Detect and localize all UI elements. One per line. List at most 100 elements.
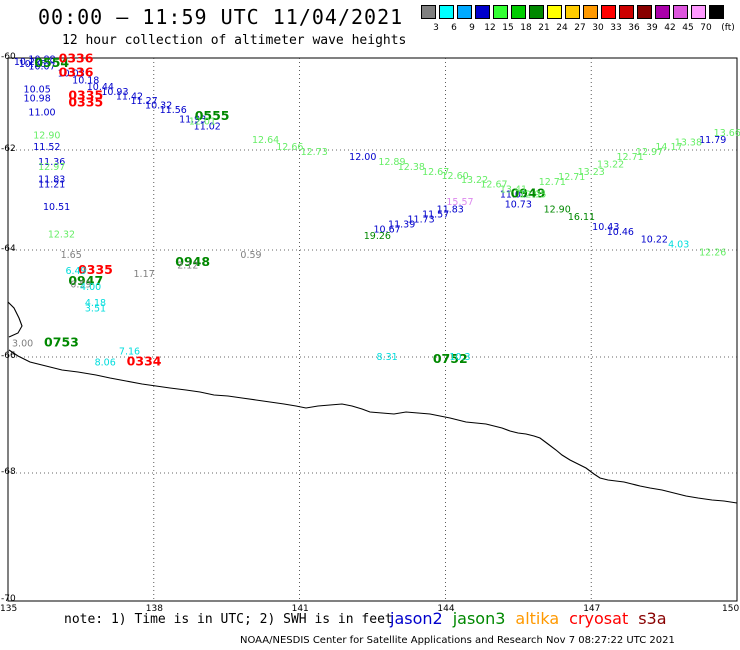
wave-height-label: 12.60 xyxy=(442,171,469,182)
color-scale-label: 30 xyxy=(592,23,604,33)
wave-height-label: 10.46 xyxy=(607,227,634,238)
color-swatch xyxy=(475,5,490,19)
wave-height-label: 8.06 xyxy=(95,358,116,369)
wave-height-label: 12.38 xyxy=(398,162,425,173)
longitude-tick-label: 141 xyxy=(291,604,309,614)
color-scale-unit: (ft) xyxy=(721,23,735,33)
wave-height-label: 8.31 xyxy=(377,352,398,363)
wave-height-label: 11.21 xyxy=(38,180,65,191)
legend-item-s3a: s3a xyxy=(638,609,667,628)
wave-height-label: 10.44 xyxy=(87,82,114,93)
wave-height-label: 10.67 xyxy=(373,225,400,236)
color-swatch xyxy=(421,5,436,19)
color-swatch xyxy=(493,5,508,19)
wave-height-label: 16.11 xyxy=(568,212,595,223)
color-swatch xyxy=(583,5,598,19)
wave-height-label: 13.38 xyxy=(675,137,702,148)
wave-height-label: 0947 xyxy=(68,273,103,288)
wave-height-label: 6.49 xyxy=(65,266,86,277)
wave-height-label: 12.97 xyxy=(636,147,663,158)
color-scale-label: 70 xyxy=(700,23,712,33)
latitude-tick-label: -68 xyxy=(1,467,16,477)
color-scale-label: 39 xyxy=(646,23,658,33)
wave-height-label: 12.67 xyxy=(480,180,507,191)
wave-height-label: 12.26 xyxy=(699,247,726,258)
wave-height-label: 12.01 xyxy=(189,117,216,128)
wave-height-label: 11.57 xyxy=(422,210,449,221)
map-frame xyxy=(7,57,738,602)
color-swatch xyxy=(529,5,544,19)
wave-height-label: 11.79 xyxy=(699,135,726,146)
wave-height-label: 0335 xyxy=(68,87,103,102)
wave-height-label: 13.22 xyxy=(597,160,624,171)
wave-height-label: 10.51 xyxy=(43,202,70,213)
wave-height-label: 4.18 xyxy=(85,298,106,309)
color-scale-label: 27 xyxy=(574,23,586,33)
longitude-tick-label: 138 xyxy=(145,604,163,614)
wave-height-label: 14.17 xyxy=(655,142,682,153)
wave-height-label: 10.32 xyxy=(145,101,172,112)
wave-height-label: 12.32 xyxy=(48,230,75,241)
wave-height-label: 13.41 xyxy=(500,185,527,196)
footnote: note: 1) Time is in UTC; 2) SWH is in fe… xyxy=(64,612,393,627)
wave-height-label: 12.89 xyxy=(378,157,405,168)
wave-height-label: 10.43 xyxy=(592,222,619,233)
color-swatch xyxy=(547,5,562,19)
wave-height-label: 12.95 xyxy=(519,190,546,201)
latitude-tick-label: -62 xyxy=(1,144,16,154)
wave-height-label: 12.67 xyxy=(422,167,449,178)
wave-height-label: 2.12 xyxy=(177,261,198,272)
wave-height-label: 0.59 xyxy=(70,279,91,290)
wave-height-label: 3.51 xyxy=(85,304,106,315)
antarctic-coastline xyxy=(7,301,738,504)
wave-height-label: 12.73 xyxy=(301,147,328,158)
wave-height-label: 11.83 xyxy=(38,175,65,186)
wave-height-label: 10.16 xyxy=(19,59,46,70)
wave-height-label: 11.52 xyxy=(33,142,60,153)
wave-height-label: 12.90 xyxy=(544,205,571,216)
legend-item-jason3: jason3 xyxy=(452,609,506,628)
wave-height-label: 11.42 xyxy=(116,91,143,102)
wave-height-label: 4.00 xyxy=(80,282,101,293)
wave-height-label: 10.73 xyxy=(505,200,532,211)
color-scale-label: 3 xyxy=(433,23,439,33)
longitude-tick-label: 144 xyxy=(437,604,455,614)
wave-height-label: 11.56 xyxy=(160,105,187,116)
page-subtitle: 12 hour collection of altimeter wave hei… xyxy=(62,33,407,48)
wave-height-label: 11.02 xyxy=(194,121,221,132)
wave-height-label: 0335 xyxy=(68,94,103,109)
wave-height-label: 11.36 xyxy=(38,157,65,168)
wave-height-label: 10.07 xyxy=(28,62,55,73)
wave-height-label: 11.06 xyxy=(500,190,527,201)
wave-height-label: 10.03 xyxy=(58,68,85,79)
wave-height-label: 15.57 xyxy=(446,197,473,208)
color-swatch xyxy=(709,5,724,19)
color-scale-label: 18 xyxy=(520,23,532,33)
wave-height-label: 0555 xyxy=(195,108,230,123)
wave-height-label: 1.65 xyxy=(61,250,82,261)
latitude-tick-label: -60 xyxy=(1,52,16,62)
color-swatch xyxy=(601,5,616,19)
color-swatch xyxy=(655,5,670,19)
color-swatch xyxy=(637,5,652,19)
longitude-tick-label: 135 xyxy=(0,604,18,614)
wave-height-label: 12.90 xyxy=(33,131,60,142)
color-swatch xyxy=(565,5,580,19)
wave-height-label: 12.00 xyxy=(349,152,376,163)
wave-height-label: 0335 xyxy=(78,262,113,277)
wave-height-label: 0949 xyxy=(511,186,546,201)
wave-height-label: 0753 xyxy=(44,334,79,349)
wave-height-label: 0554 xyxy=(34,55,69,70)
wave-height-label: 11.93 xyxy=(179,114,206,125)
color-swatch xyxy=(439,5,454,19)
color-scale-label: 9 xyxy=(469,23,475,33)
wave-height-label: 11.73 xyxy=(407,215,434,226)
color-scale-label: 6 xyxy=(451,23,457,33)
color-swatch xyxy=(673,5,688,19)
color-scale-label: 36 xyxy=(628,23,640,33)
wave-height-label: 10.98 xyxy=(24,94,51,105)
page-title: 00:00 – 11:59 UTC 11/04/2021 xyxy=(38,5,404,29)
wave-height-label: 11.39 xyxy=(388,220,415,231)
